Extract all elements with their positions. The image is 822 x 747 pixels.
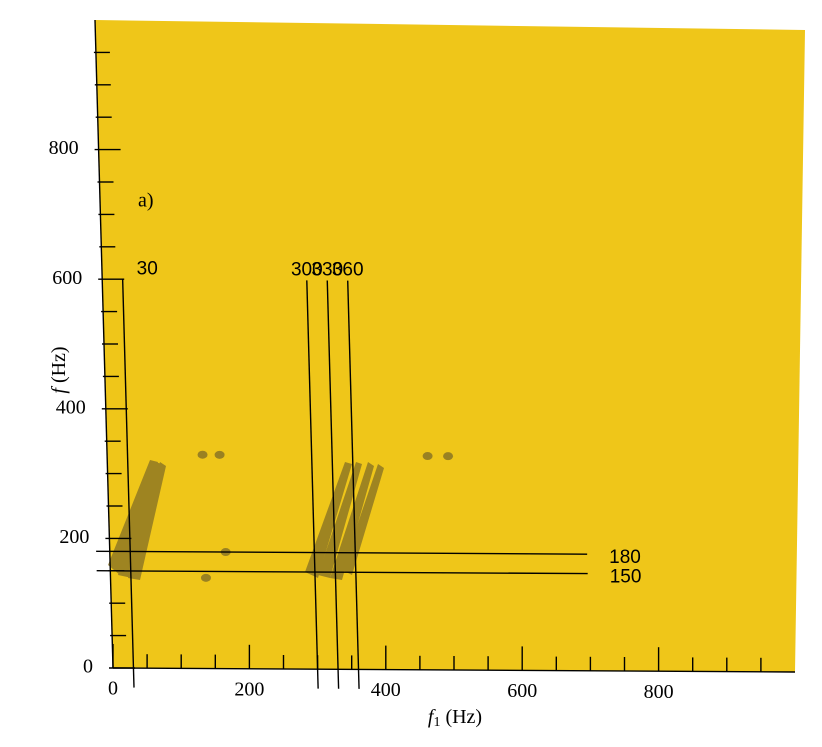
y-axis-label: f (Hz) (48, 346, 70, 393)
v-reference-label: 330 (311, 260, 343, 281)
x-tick-label: 600 (507, 680, 537, 702)
plane (95, 20, 805, 672)
v-reference-line (306, 280, 319, 689)
y-unit: (Hz) (48, 346, 70, 383)
x-symbol: f (428, 706, 436, 728)
y-symbol: f (48, 386, 70, 394)
v-reference-label: 360 (332, 260, 364, 281)
peak (422, 452, 433, 461)
x-tick-label: 0 (108, 678, 118, 700)
x-tick-label: 200 (234, 678, 264, 700)
y-tick-label: 200 (59, 526, 89, 548)
h-reference-label: 150 (610, 567, 642, 588)
x-tick-label: 400 (371, 679, 401, 701)
v-reference-label: 30 (137, 258, 158, 279)
x-subscript: 1 (433, 715, 440, 730)
y-tick-label: 600 (52, 267, 82, 289)
v-reference-line (121, 279, 135, 688)
y-tick-label: 400 (56, 396, 86, 418)
peak (214, 450, 225, 459)
y-tick-label: 800 (49, 137, 79, 159)
panel-label: a) (138, 190, 154, 212)
peak (197, 450, 208, 459)
peak (443, 452, 454, 461)
x-tick-label: 800 (644, 681, 674, 703)
h-reference-line (96, 550, 588, 555)
h-reference-line (96, 570, 588, 575)
y-tick-label: 0 (83, 656, 93, 678)
streaks (108, 460, 384, 580)
h-reference-label: 180 (609, 547, 641, 568)
x-unit: (Hz) (440, 706, 482, 728)
v-reference-line (347, 280, 360, 689)
v-reference-label: 300 (291, 259, 323, 280)
v-reference-line (326, 280, 340, 689)
x-axis-label: f1 (Hz) (428, 706, 482, 731)
peak (200, 573, 211, 582)
